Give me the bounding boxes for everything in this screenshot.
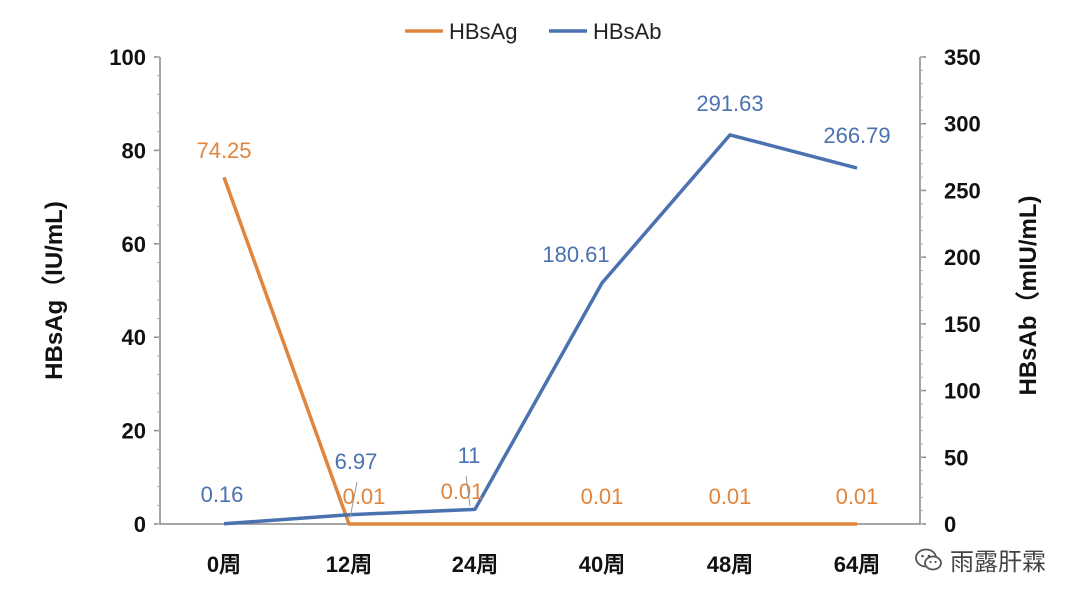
hbsag-data-label: 0.01: [581, 484, 624, 509]
hbsag-data-label: 74.25: [196, 138, 251, 163]
watermark-text: 雨露肝霖: [950, 549, 1046, 576]
x-tick-label: 40周: [579, 552, 625, 577]
x-tick-label: 12周: [326, 552, 372, 577]
series-layer: [222, 133, 858, 526]
axes: 0 20 40 60 80 100 0 50 100 150 200 250 300 350 0周 12周 24…: [41, 45, 1042, 577]
hbsab-data-label: 6.97: [335, 449, 378, 474]
left-tick-label: 60: [122, 232, 146, 257]
data-labels: 74.25 0.01 0.01 0.01 0.01 0.01 0.16 6.97 11 180.6…: [196, 91, 891, 519]
series-line-hbsag: [222, 176, 857, 526]
left-tick-label: 40: [122, 325, 146, 350]
right-tick-label: 300: [944, 112, 981, 137]
hbsag-data-label: 0.01: [441, 479, 484, 504]
hbsag-data-label: 0.01: [836, 484, 879, 509]
x-tick-label: 0周: [207, 552, 241, 577]
right-tick-label: 0: [944, 512, 956, 537]
right-tick-label: 50: [944, 445, 968, 470]
left-axis-title: HBsAg（IU/mL): [41, 201, 68, 380]
leader-line: [465, 475, 471, 507]
right-tick-label: 350: [944, 45, 981, 70]
legend: HBsAg HBsAb: [405, 19, 661, 44]
left-tick-label: 80: [122, 138, 146, 163]
right-tick-label: 150: [944, 312, 981, 337]
wechat-icon: [915, 548, 942, 570]
right-axis-title: HBsAb（mIU/mL): [1015, 195, 1042, 395]
left-tick-label: 20: [122, 419, 146, 444]
left-tick-label: 0: [134, 512, 146, 537]
x-tick-label: 64周: [834, 552, 880, 577]
hbsab-data-label: 11: [458, 443, 481, 468]
hbsab-data-label: 180.61: [542, 242, 609, 267]
hbsab-data-label: 291.63: [696, 91, 763, 116]
hbsag-data-label: 0.01: [709, 484, 752, 509]
series-line-hbsab: [223, 133, 858, 526]
watermark: 雨露肝霖: [914, 542, 1046, 577]
hbsag-data-label: 0.01: [343, 484, 386, 509]
right-tick-label: 100: [944, 379, 981, 404]
x-tick-label: 48周: [707, 552, 753, 577]
leader-line: [349, 481, 358, 519]
right-tick-label: 250: [944, 178, 981, 203]
hbsab-data-label: 266.79: [823, 123, 890, 148]
legend-label-hbsag: HBsAg: [449, 19, 517, 44]
right-tick-label: 200: [944, 245, 981, 270]
x-tick-label: 24周: [452, 552, 498, 577]
left-tick-label: 100: [109, 45, 146, 70]
legend-label-hbsab: HBsAb: [593, 19, 661, 44]
hbsab-data-label: 0.16: [201, 482, 244, 507]
